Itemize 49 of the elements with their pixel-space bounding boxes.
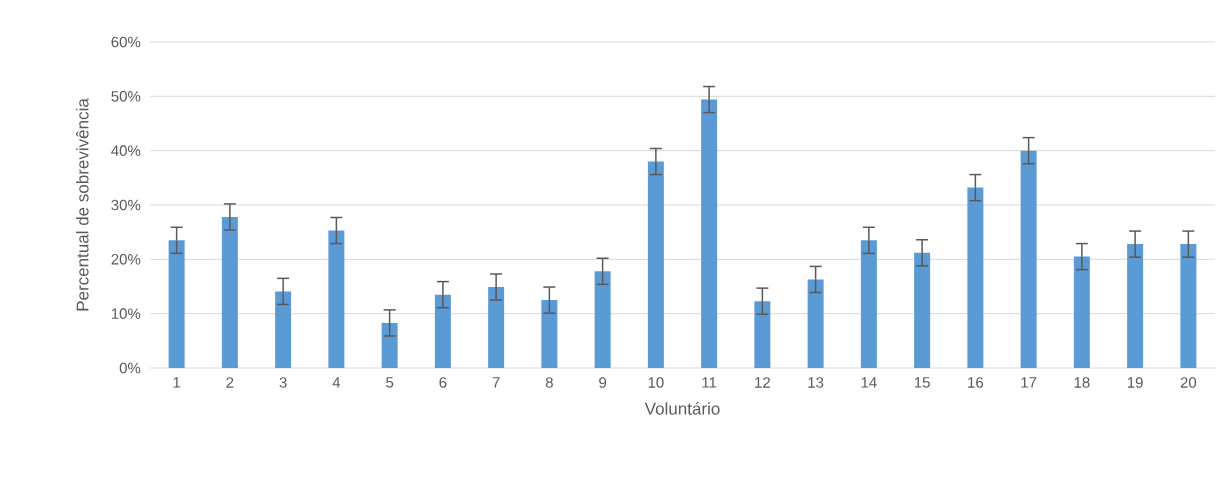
y-tick-label: 10% bbox=[111, 308, 141, 319]
bar bbox=[647, 161, 664, 368]
bar bbox=[594, 271, 611, 368]
bar bbox=[967, 187, 984, 368]
bar bbox=[807, 279, 824, 368]
x-tick-label: 20 bbox=[1180, 377, 1197, 388]
x-tick-label: 15 bbox=[914, 377, 930, 388]
x-tick-label: 5 bbox=[386, 377, 394, 388]
x-tick-label: 10 bbox=[648, 377, 664, 388]
bar bbox=[754, 301, 771, 368]
x-tick-label: 11 bbox=[702, 377, 717, 388]
bar bbox=[1180, 244, 1197, 368]
x-tick-label: 13 bbox=[808, 377, 824, 388]
bar bbox=[1127, 244, 1144, 368]
y-tick-label: 20% bbox=[111, 254, 141, 265]
x-tick-label: 2 bbox=[226, 377, 234, 388]
y-tick-label: 50% bbox=[111, 91, 141, 102]
bar bbox=[701, 99, 718, 368]
x-tick-label: 6 bbox=[439, 377, 447, 388]
x-tick-label: 17 bbox=[1021, 377, 1037, 388]
x-tick-label: 7 bbox=[492, 377, 500, 388]
bar bbox=[221, 216, 238, 368]
bar bbox=[168, 240, 185, 368]
bar bbox=[914, 252, 931, 368]
x-tick-label: 4 bbox=[332, 377, 341, 388]
x-tick-label: 9 bbox=[599, 377, 607, 388]
x-axis-title: Voluntário bbox=[644, 402, 720, 415]
bar bbox=[1073, 256, 1090, 368]
y-tick-label: 0% bbox=[119, 362, 141, 374]
x-tick-label: 8 bbox=[545, 377, 553, 388]
x-tick-label: 14 bbox=[861, 377, 877, 388]
y-tick-label: 30% bbox=[111, 199, 141, 211]
bar bbox=[328, 230, 345, 368]
bar bbox=[381, 322, 398, 368]
y-tick-label: 60% bbox=[111, 36, 141, 48]
bar bbox=[275, 291, 292, 368]
bar bbox=[488, 287, 505, 368]
bar bbox=[860, 240, 877, 368]
x-tick-label: 12 bbox=[755, 377, 770, 388]
bar bbox=[434, 294, 451, 368]
x-tick-label: 16 bbox=[968, 377, 984, 388]
x-tick-label: 19 bbox=[1127, 377, 1143, 388]
x-tick-label: 18 bbox=[1074, 377, 1090, 388]
x-tick-label: 1 bbox=[173, 377, 181, 388]
bar bbox=[1020, 150, 1037, 368]
x-tick-label: 3 bbox=[279, 377, 287, 388]
y-axis-title: Percentual de sobrevivência bbox=[76, 98, 89, 311]
bar bbox=[541, 300, 558, 368]
y-tick-label: 40% bbox=[111, 145, 141, 156]
